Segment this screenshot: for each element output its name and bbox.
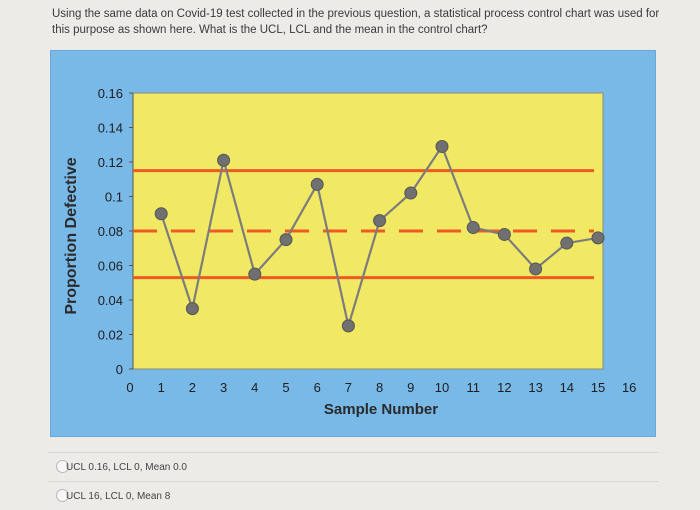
y-tick-label: 0.08 — [98, 224, 123, 239]
data-point — [310, 177, 324, 191]
data-point — [185, 302, 199, 316]
data-point — [404, 186, 418, 200]
x-tick-label: 6 — [314, 380, 321, 395]
x-tick-label: 4 — [251, 380, 258, 395]
x-tick-label: 2 — [189, 380, 196, 395]
chart-svg: 00.020.040.060.080.10.120.140.160 1 2 3 4 5 6 7… — [63, 86, 636, 418]
radio-button[interactable] — [56, 489, 69, 502]
data-point — [591, 231, 605, 245]
x-tick-label: 15 — [591, 380, 605, 395]
answer-options: UCL 0.16, LCL 0, Mean 0.0 UCL 16, LCL 0,… — [48, 452, 658, 510]
x-tick-label: 5 — [282, 380, 289, 395]
y-tick-label: 0.04 — [98, 293, 123, 308]
x-tick-label: 12 — [497, 380, 511, 395]
control-chart: 0 0.02 0.04 0.06 0.08 0.1 0.12 0.14 0.16 0 1 2 3 4 5 6 7… — [50, 50, 656, 437]
y-tick-label: 0.1 — [105, 190, 123, 205]
y-tick-label: 0 — [116, 362, 123, 377]
data-point — [435, 139, 449, 153]
question-text: Using the same data on Covid-19 test col… — [52, 8, 660, 36]
data-point — [341, 319, 355, 333]
data-point — [217, 153, 231, 167]
x-tick-label: 13 — [528, 380, 542, 395]
answer-option-label: UCL 16, LCL 0, Mean 8 — [66, 491, 171, 502]
data-point — [529, 262, 543, 276]
data-point — [373, 214, 387, 228]
x-tick-label: 7 — [345, 380, 352, 395]
x-tick-label: 16 — [622, 380, 636, 395]
x-tick-label: 8 — [376, 380, 383, 395]
answer-option[interactable]: UCL 0.16, LCL 0, Mean 0.0 — [48, 452, 658, 481]
x-tick-label: 11 — [466, 380, 480, 395]
data-point — [154, 207, 168, 221]
data-point — [466, 221, 480, 235]
x-tick-label: 0 — [126, 380, 133, 395]
x-axis-label: Sample Number — [324, 401, 438, 418]
answer-option-label: UCL 0.16, LCL 0, Mean 0.0 — [66, 462, 187, 473]
data-point — [279, 233, 293, 247]
y-tick-label: 0.02 — [98, 328, 123, 343]
data-point — [497, 227, 511, 241]
y-tick-label: 0.16 — [98, 86, 123, 101]
x-tick-label: 1 — [158, 380, 165, 395]
data-point — [560, 236, 574, 250]
answer-option[interactable]: UCL 16, LCL 0, Mean 8 — [48, 481, 658, 510]
y-tick-label: 0.06 — [98, 259, 123, 274]
y-tick-label: 0.12 — [98, 155, 123, 170]
x-tick-label: 9 — [407, 380, 414, 395]
data-point — [248, 267, 262, 281]
radio-button[interactable] — [56, 460, 69, 473]
x-tick-label: 14 — [560, 380, 574, 395]
y-axis-label: Proportion Defective — [63, 157, 80, 314]
x-tick-label: 3 — [220, 380, 227, 395]
y-tick-label: 0.14 — [98, 121, 123, 136]
x-tick-label: 10 — [435, 380, 449, 395]
